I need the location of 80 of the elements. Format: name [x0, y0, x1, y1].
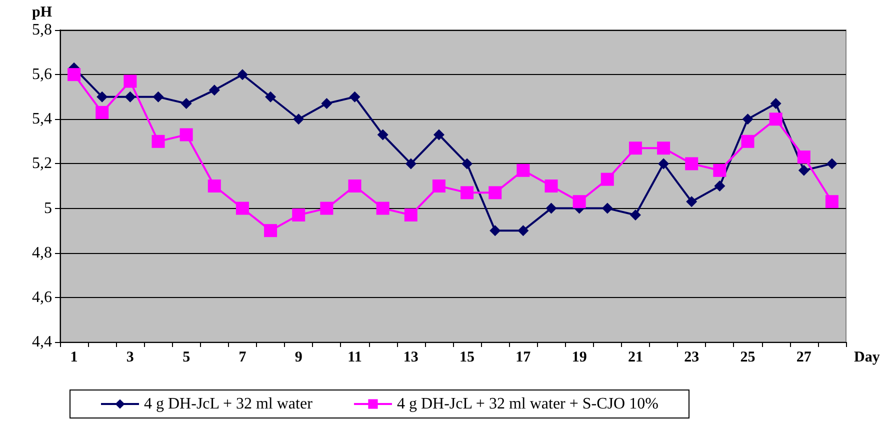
x-tick-label: 21 [628, 350, 643, 366]
point [797, 150, 810, 164]
y-tick-label: 4,4 [32, 334, 52, 350]
point [265, 91, 276, 102]
point [572, 195, 586, 208]
point [377, 129, 388, 140]
point [404, 208, 418, 222]
point [685, 157, 698, 170]
point [713, 164, 726, 177]
point [208, 180, 221, 192]
point [544, 180, 558, 192]
y-tick-label: 4,6 [32, 288, 52, 306]
x-tick-label: 25 [740, 350, 756, 366]
point [292, 208, 306, 222]
point [321, 98, 332, 110]
point [686, 196, 698, 208]
point [349, 91, 360, 102]
point [488, 186, 502, 200]
point [264, 224, 278, 238]
legend-label: 4 g DH-JcL + 32 ml water [144, 396, 314, 412]
point [152, 91, 164, 102]
point [236, 69, 248, 80]
point [96, 91, 108, 102]
point [602, 202, 613, 214]
x-tick-label: 13 [403, 350, 418, 366]
point [124, 91, 136, 102]
point [516, 164, 530, 177]
point [518, 225, 529, 236]
point [798, 164, 810, 176]
point [236, 202, 249, 215]
y-axis-title: pH [32, 4, 52, 20]
point [376, 202, 390, 215]
point [152, 134, 165, 148]
point [180, 98, 192, 110]
point [630, 209, 641, 220]
point [714, 180, 726, 192]
point [208, 84, 220, 96]
point [628, 142, 642, 155]
point [600, 172, 614, 186]
y-tick-label: 5,2 [32, 155, 52, 172]
point [825, 195, 838, 208]
point [741, 134, 754, 148]
point [180, 128, 193, 142]
y-tick-label: 5 [44, 200, 52, 217]
x-tick-label: 27 [796, 350, 812, 366]
point [68, 68, 81, 82]
x-tick-label: 11 [348, 350, 362, 366]
x-tick-label: 19 [572, 350, 587, 366]
point [742, 114, 754, 125]
point [770, 98, 782, 110]
y-tick-label: 5,4 [32, 110, 52, 128]
point [657, 142, 670, 155]
x-tick-label: 7 [238, 350, 247, 366]
point [460, 186, 474, 200]
point [320, 202, 334, 215]
point [769, 112, 782, 126]
x-axis-title: Day [854, 350, 880, 366]
point [658, 158, 670, 170]
x-tick-label: 23 [684, 350, 700, 366]
x-tick-label: 1 [70, 350, 78, 366]
x-tick-label: 17 [516, 350, 532, 366]
point [433, 129, 444, 140]
x-tick-label: 5 [182, 350, 190, 366]
point [826, 158, 838, 170]
y-tick-label: 5,6 [32, 66, 52, 84]
point [405, 158, 416, 170]
point [293, 114, 304, 125]
point [124, 74, 137, 88]
x-tick-label: 15 [460, 350, 475, 366]
point [462, 158, 473, 170]
point [546, 202, 557, 214]
x-tick-label: 9 [294, 350, 302, 366]
x-tick-label: 3 [126, 350, 134, 366]
point [432, 180, 446, 192]
y-tick-label: 4,8 [32, 244, 52, 262]
y-tick-label: 5,8 [32, 22, 52, 38]
legend-label: 4 g DH-JcL + 32 ml water + S-CJO 10% [396, 396, 658, 412]
point [96, 106, 109, 119]
point [490, 225, 501, 236]
point [348, 180, 362, 192]
